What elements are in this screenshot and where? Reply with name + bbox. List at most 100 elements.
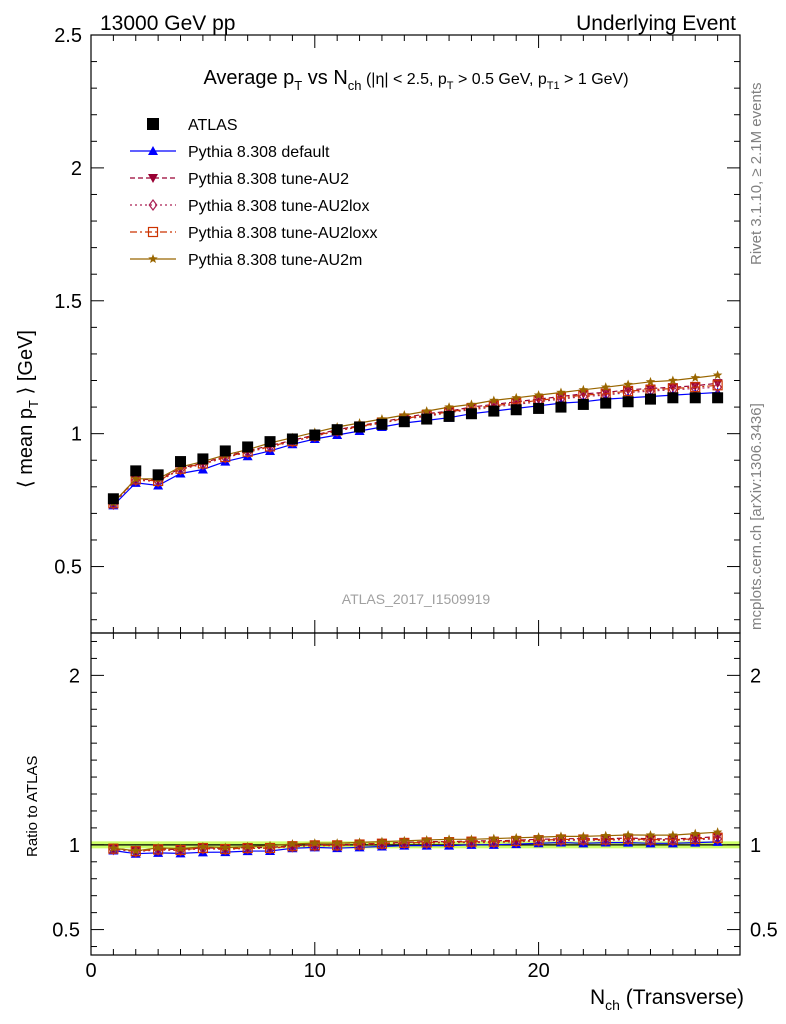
data-point	[354, 837, 365, 847]
data-point	[175, 843, 186, 853]
data-point	[578, 831, 589, 841]
data-point	[555, 401, 567, 413]
data-point	[331, 424, 343, 436]
y-tick-label: 0.5	[54, 557, 82, 579]
x-tick-label: 20	[527, 960, 549, 982]
series-line	[112, 382, 718, 504]
header-right: Underlying Event	[576, 12, 736, 35]
legend-label: Pythia 8.308 tune-AU2lox	[188, 198, 369, 215]
x-tick-label: 0	[85, 960, 96, 982]
data-point	[332, 838, 342, 848]
data-point	[511, 835, 521, 848]
data-point	[644, 393, 656, 405]
data-point	[690, 382, 701, 393]
data-point	[148, 174, 158, 183]
ratio-tick-label-right: 1	[750, 835, 761, 857]
data-point	[444, 836, 454, 849]
data-point	[310, 839, 320, 852]
data-point	[265, 840, 275, 850]
header-left: 13000 GeV pp	[100, 12, 235, 35]
data-point	[645, 376, 656, 386]
data-point	[421, 406, 432, 416]
data-point	[689, 392, 701, 404]
data-point	[354, 421, 366, 433]
data-point	[147, 118, 159, 130]
y-tick-label: 1.5	[54, 291, 82, 313]
data-point	[533, 832, 544, 842]
data-point	[712, 370, 723, 380]
legend-label: ATLAS	[188, 117, 238, 134]
data-point	[197, 453, 209, 465]
ratio-tick-label: 2	[69, 665, 80, 687]
data-point	[466, 834, 477, 844]
data-point	[148, 146, 158, 155]
data-point	[600, 382, 611, 392]
legend-entry: Pythia 8.308 default	[130, 144, 330, 161]
series-line	[113, 836, 718, 852]
data-point	[466, 399, 477, 409]
data-point	[511, 397, 522, 407]
data-point	[600, 834, 611, 844]
data-point	[198, 841, 208, 851]
data-point	[399, 837, 409, 850]
data-point	[465, 408, 477, 420]
data-point	[130, 465, 142, 477]
data-point	[578, 384, 589, 394]
ratio-tick-label-right: 2	[750, 665, 761, 687]
data-point	[377, 836, 387, 846]
title-main: Average p	[203, 67, 294, 89]
data-point	[148, 254, 158, 264]
data-point	[147, 226, 159, 238]
data-point	[622, 396, 634, 408]
ratio-tick-label: 1	[69, 835, 80, 857]
data-point	[667, 383, 678, 393]
ratio-tick-label: 0.5	[52, 920, 80, 942]
data-point	[556, 387, 566, 397]
data-point	[489, 395, 499, 405]
data-point	[690, 828, 700, 838]
data-point	[287, 838, 298, 849]
data-point	[444, 834, 454, 844]
series-line	[112, 391, 718, 506]
legend-entry: ATLAS	[147, 117, 238, 134]
data-point	[488, 405, 500, 417]
data-point	[377, 414, 387, 424]
data-point	[645, 834, 656, 844]
data-point	[577, 398, 589, 410]
y-tick-label: 2	[71, 158, 82, 180]
series-line	[112, 384, 718, 504]
data-point	[422, 837, 432, 850]
title-main-sub: T	[294, 78, 302, 93]
data-point	[443, 410, 455, 422]
data-point	[265, 842, 275, 855]
data-point	[623, 379, 633, 389]
data-point	[534, 834, 544, 847]
data-point	[668, 375, 678, 385]
data-point	[713, 832, 723, 845]
x-label-main: N	[590, 986, 605, 1009]
data-point	[511, 832, 521, 842]
ratio-panel: 0.5 0.5 1 1 2 2	[52, 632, 778, 956]
legend-entry: Pythia 8.308 tune-AU2	[130, 171, 349, 188]
data-point	[242, 841, 253, 851]
data-point	[555, 392, 566, 402]
y-label-close: ⟩ [GeV]	[15, 330, 37, 400]
data-point	[667, 392, 679, 404]
watermark: ATLAS_2017_I1509919	[342, 591, 491, 607]
legend-entry: Pythia 8.308 tune-AU2lox	[130, 198, 369, 215]
data-point	[488, 400, 499, 410]
legend-label: Pythia 8.308 tune-AU2m	[188, 252, 362, 269]
series-0	[107, 392, 724, 505]
data-point	[107, 493, 119, 505]
data-point	[600, 397, 612, 409]
data-point	[131, 845, 141, 855]
y-label-sub: T	[26, 400, 41, 408]
chart-title: Average pT vs Nch (|η| < 2.5, pT > 0.5 G…	[203, 67, 628, 93]
data-point	[421, 835, 432, 845]
data-point	[712, 380, 723, 391]
data-point	[219, 445, 231, 457]
series-line	[112, 386, 718, 505]
mcplots-label: mcplots.cern.ch [arXiv:1306.3436]	[748, 403, 765, 630]
ratio-tick-label-right: 0.5	[750, 920, 778, 942]
data-point	[175, 456, 187, 468]
